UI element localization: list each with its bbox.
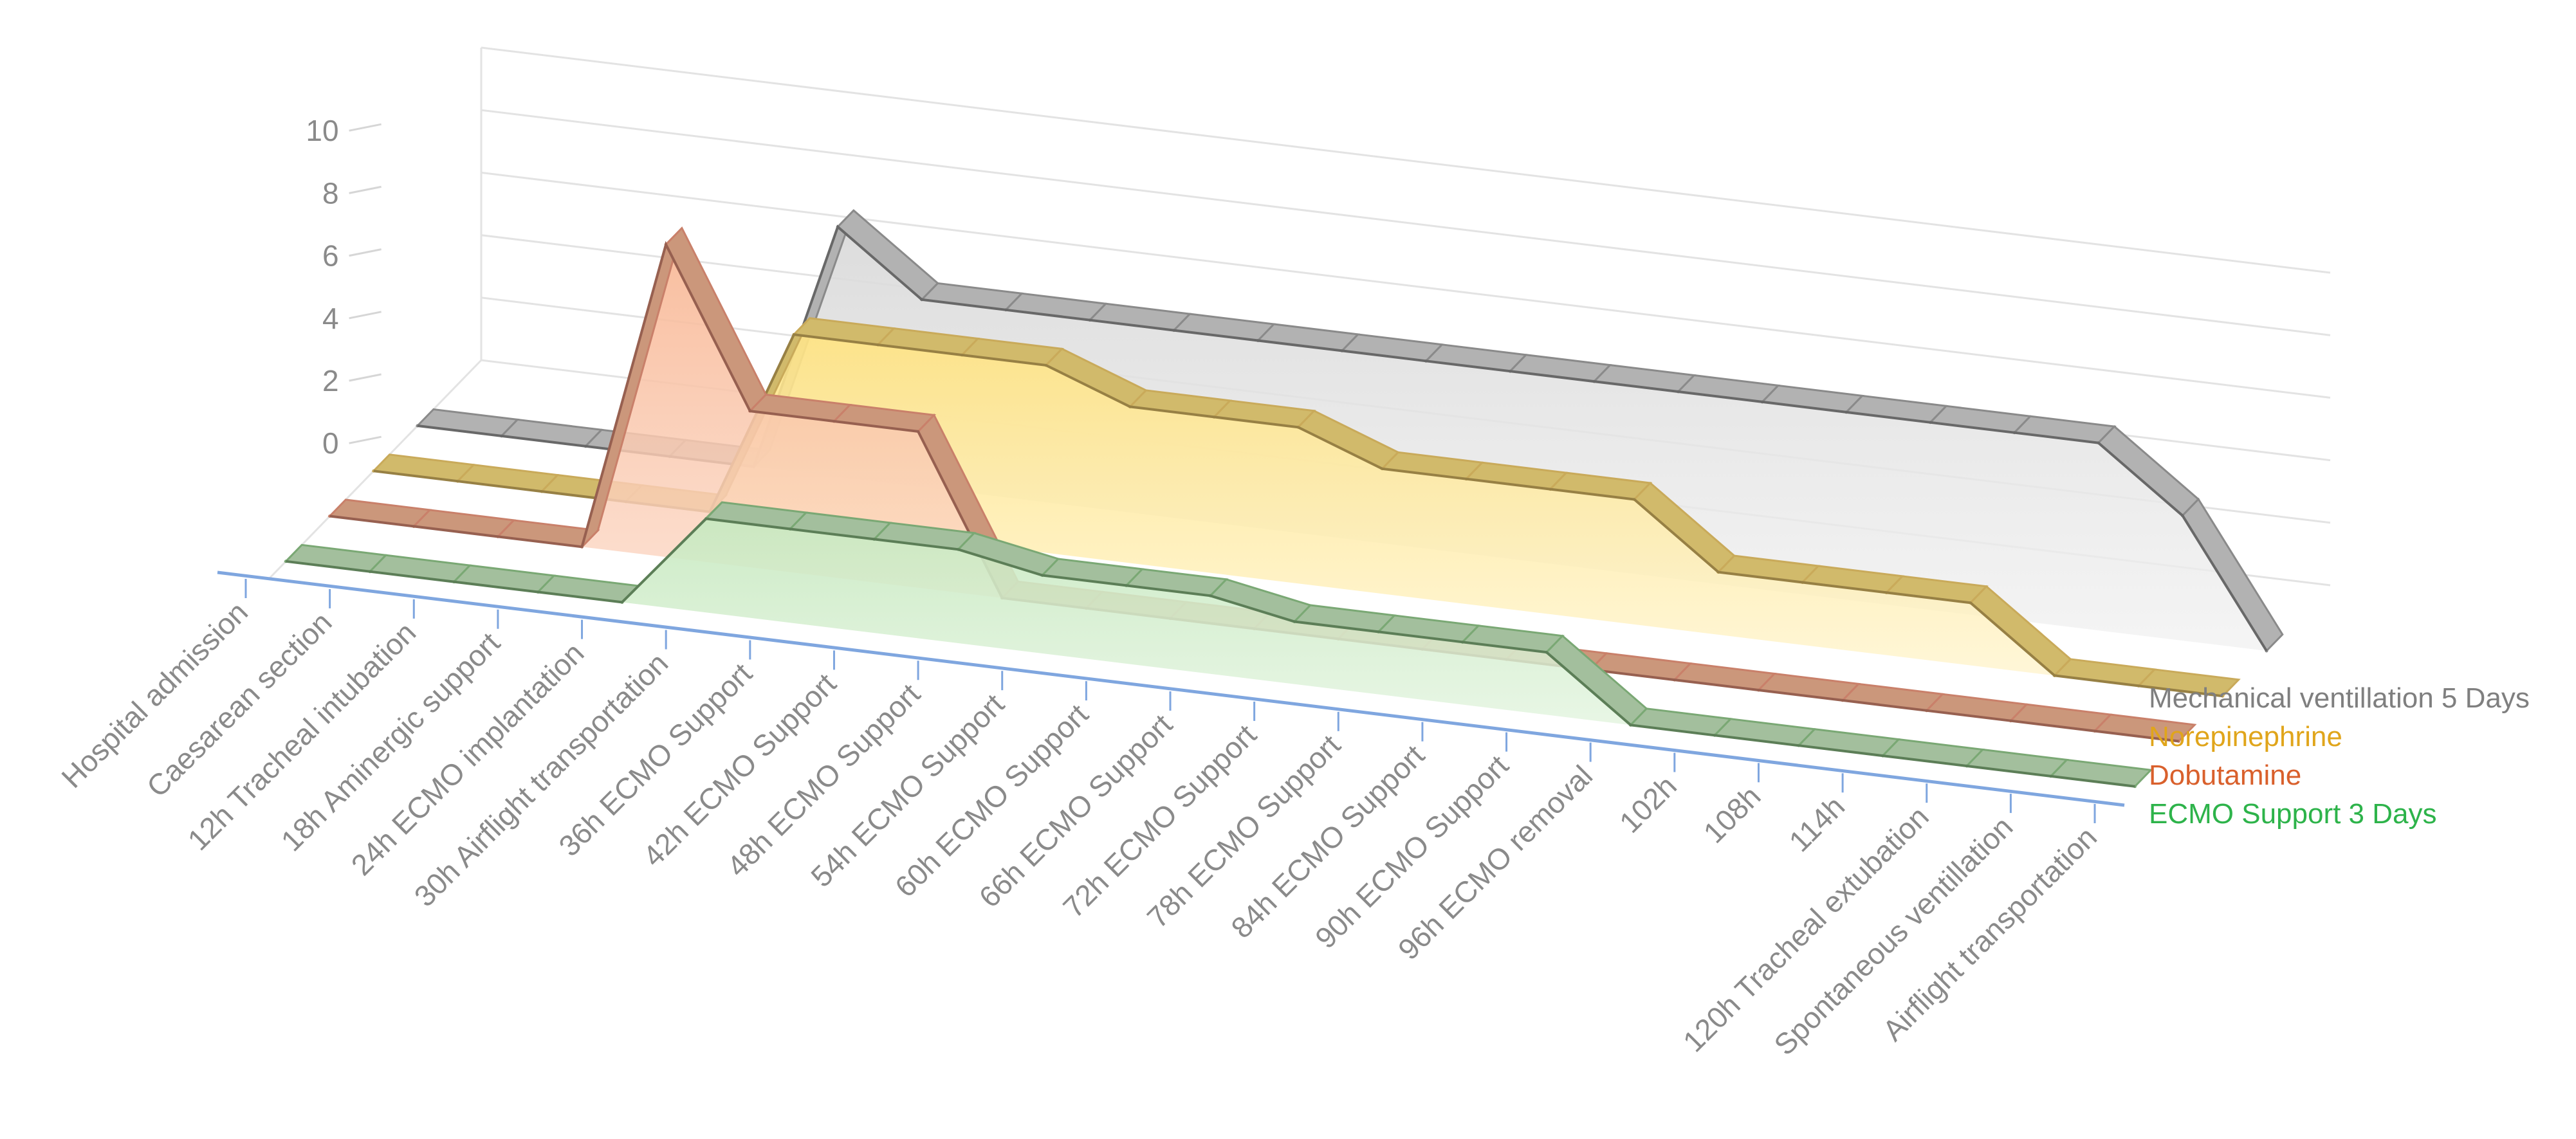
grid-line-6	[481, 171, 2331, 399]
y-axis: 0 2 4 6 8 10	[306, 114, 382, 460]
y-tick-label: 6	[322, 239, 339, 273]
grid-line-8	[481, 109, 2331, 336]
y-tick-mark	[349, 185, 382, 194]
y-tick-label: 0	[322, 426, 339, 460]
y-tick-mark	[349, 435, 382, 444]
legend-entry-norepinephrine: Norepinephrine	[2149, 721, 2342, 752]
y-tick-label: 8	[322, 176, 339, 210]
x-tick-label: 108h	[1697, 779, 1767, 850]
grid-line-10	[481, 46, 2331, 274]
x-axis-line	[217, 570, 2125, 807]
legend-entry-mechanical-ventillation-5-days: Mechanical ventillation 5 Days	[2149, 682, 2530, 714]
y-tick-mark	[349, 123, 382, 132]
series-line	[286, 517, 2135, 788]
legend-entry-dobutamine: Dobutamine	[2149, 760, 2301, 791]
legend: Mechanical ventillation 5 Days Norepineph…	[2149, 682, 2530, 830]
y-tick-mark	[349, 311, 382, 320]
y-tick-mark	[349, 373, 382, 382]
area-face	[329, 244, 2179, 742]
area-face	[286, 518, 2135, 787]
y-tick-label: 2	[322, 364, 339, 397]
y-tick-label: 4	[322, 302, 339, 335]
series-layer	[284, 209, 2284, 788]
x-tick-label: 102h	[1613, 769, 1683, 839]
x-tick-label: 114h	[1782, 790, 1851, 859]
series-ecmo-support-3-days	[284, 501, 2153, 788]
x-tick-label: Caesarean section	[140, 605, 338, 803]
y-tick-mark	[349, 248, 382, 257]
y-tick-label: 10	[306, 114, 338, 147]
legend-entry-ecmo-support-3-days: ECMO Support 3 Days	[2149, 798, 2437, 830]
